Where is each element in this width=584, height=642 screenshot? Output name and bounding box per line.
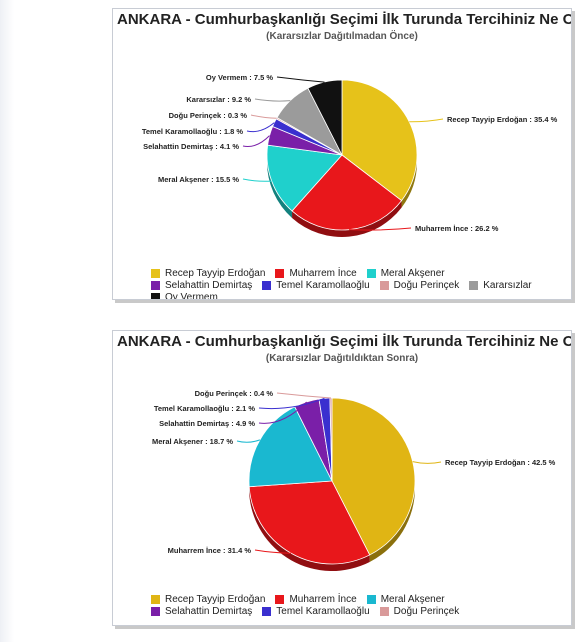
pie-slice [248,406,333,488]
data-label: Selahattin Demirtaş : 4.9 % [159,419,255,428]
legend-label: Muharrem İnce [289,593,357,605]
legend-item: Temel Karamollaoğlu [262,605,370,617]
legend-label: Selahattin Demirtaş [165,279,253,291]
leader-line [254,98,291,102]
leader-line [276,392,331,399]
data-label: Recep Tayyip Erdoğan : 42.5 % [445,458,556,467]
legend-swatch [151,292,160,299]
legend-item: Muharrem İnce [275,593,357,605]
data-label: Temel Karamollaoğlu : 1.8 % [142,127,243,136]
data-label: Recep Tayyip Erdoğan : 35.4 % [447,115,558,124]
legend-swatch [366,268,376,278]
data-label: Muharrem İnce : 31.4 % [168,546,252,555]
pie-slice-side [369,481,415,562]
legend-label: Temel Karamollaoğlu [276,605,370,617]
legend-swatch [275,268,285,278]
legend-item: Recep Tayyip Erdoğan [151,593,265,605]
legend-swatch [469,280,479,290]
legend-label: Temel Karamollaoğlu [276,279,370,291]
legend-label: Meral Akşener [380,593,445,605]
legend-swatch [151,268,160,278]
legend-item: Oy Vermem [151,291,218,300]
pie-slice [266,144,343,212]
pie-chart-before: Recep Tayyip Erdoğan : 35.4 % Muharrem İn… [142,73,558,237]
leader-line [250,114,277,119]
legend-item: Doğu Perinçek [379,605,460,617]
page-left-shade [0,0,14,642]
legend-swatch [262,606,272,616]
legend-swatch [262,280,272,290]
chart-subtitle: (Kararsızlar Dağıtılmadan Önce) [266,31,418,42]
data-label: Selahattin Demirtaş : 4.1 % [143,142,239,151]
pie-chart-panel-before: ANKARA - Cumhurbaşkanlığı Seçimi İlk Tur… [112,8,572,300]
leader-line [242,135,270,147]
legend-item: Kararsızlar [469,279,532,291]
data-label: Temel Karamollaoğlu : 2.1 % [154,404,255,413]
pie-slice [291,154,403,231]
legend-item: Doğu Perinçek [379,279,460,291]
pie-slice-side [267,155,293,218]
data-label: Oy Vermem : 7.5 % [206,73,273,82]
legend-swatch [379,280,389,290]
legend-label: Muharrem İnce [289,267,357,279]
data-label: Meral Akşener : 15.5 % [158,175,239,184]
data-label: Doğu Perinçek : 0.3 % [169,111,248,120]
legend-item: Temel Karamollaoğlu [262,279,370,291]
legend-item: Meral Akşener [366,267,445,279]
chart-legend: Recep Tayyip Erdoğan Muharrem İnce Meral A… [151,267,565,300]
leader-line [236,439,261,443]
legend-label: Recep Tayyip Erdoğan [165,267,266,279]
leader-line [258,397,325,410]
data-label: Kararsızlar : 9.2 % [186,95,251,104]
legend-item: Selahattin Demirtaş [151,279,252,291]
legend-label: Meral Akşener [380,267,445,279]
pie-slice-side [401,155,417,208]
legend-swatch [151,606,160,616]
leader-line [409,118,444,123]
legend-item: Selahattin Demirtaş [151,605,252,617]
legend-item: Muharrem İnce [275,267,357,279]
legend-item: Recep Tayyip Erdoğan [151,267,265,279]
legend-swatch [379,606,389,616]
leader-line [246,122,275,133]
leader-line [276,76,325,83]
chart-legend: Recep Tayyip Erdoğan Muharrem İnce Meral A… [151,593,565,617]
legend-swatch [275,594,285,604]
leader-line [349,227,412,231]
legend-label: Recep Tayyip Erdoğan [165,593,266,605]
pie-chart-after: Recep Tayyip Erdoğan : 42.5 % Muharrem İn… [152,389,556,571]
leader-line [242,178,272,182]
data-label: Doğu Perinçek : 0.4 % [195,389,274,398]
data-label: Muharrem İnce : 26.2 % [415,224,499,233]
legend-swatch [151,594,160,604]
leader-line [258,401,307,424]
pie-chart-panel-after: ANKARA - Cumhurbaşkanlığı Seçimi İlk Tur… [112,330,572,626]
chart-subtitle: (Kararsızlar Dağıtıldıktan Sonra) [265,353,419,364]
legend-item: Meral Akşener [366,593,445,605]
chart-title: ANKARA - Cumhurbaşkanlığı Seçimi İlk Tur… [117,333,572,350]
legend-label: Doğu Perinçek [393,605,460,617]
legend-label: Oy Vermem [165,291,218,300]
data-label: Meral Akşener : 18.7 % [152,437,233,446]
leader-line [412,461,442,464]
pie-slice-side [249,486,370,571]
leader-line [254,549,292,554]
chart-title: ANKARA - Cumhurbaşkanlığı Seçimi İlk Tur… [117,11,572,28]
pie-slice [341,79,418,202]
pie-slice [307,79,343,156]
legend-swatch [366,594,376,604]
legend-label: Selahattin Demirtaş [165,605,253,617]
legend-swatch [151,280,160,290]
legend-label: Kararsızlar [483,279,532,291]
legend-label: Doğu Perinçek [393,279,460,291]
pie-slice-side [292,200,402,237]
